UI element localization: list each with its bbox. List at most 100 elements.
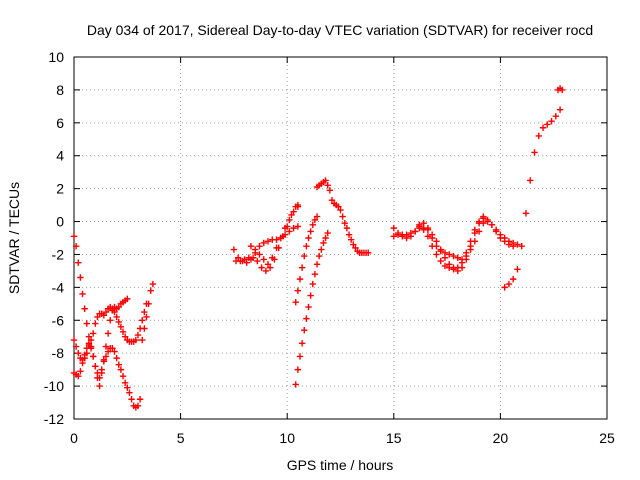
series-11: [390, 218, 517, 263]
data-point: [424, 224, 432, 232]
data-point: [258, 264, 265, 271]
data-point: [303, 315, 310, 322]
data-point: [147, 287, 154, 294]
data-point: [85, 333, 93, 340]
series-1: [70, 233, 157, 411]
data-point: [501, 284, 508, 291]
data-point: [107, 317, 114, 324]
data-point: [117, 323, 125, 331]
data-point: [437, 257, 444, 265]
data-point: [352, 244, 359, 252]
data-point: [313, 213, 321, 220]
data-point: [420, 226, 427, 233]
data-point: [307, 228, 314, 235]
data-point: [269, 254, 276, 261]
data-point: [262, 267, 270, 275]
data-point: [81, 354, 88, 362]
data-point: [117, 366, 125, 373]
data-point: [72, 243, 80, 250]
data-point: [535, 132, 542, 140]
data-point: [124, 384, 131, 391]
x-tick-label: 0: [70, 430, 78, 446]
data-point: [488, 221, 496, 229]
data-point: [72, 343, 80, 350]
y-tick-label: 6: [56, 115, 64, 131]
y-tick-label: 0: [56, 214, 64, 230]
data-point: [119, 328, 127, 335]
data-point: [303, 243, 310, 250]
data-point: [514, 241, 521, 248]
data-point: [143, 313, 150, 321]
data-point: [260, 239, 267, 247]
data-point: [343, 224, 351, 232]
data-point: [309, 221, 316, 229]
data-point: [446, 251, 453, 258]
data-point: [294, 366, 302, 373]
data-point: [83, 320, 90, 327]
data-point: [85, 341, 93, 349]
data-point: [139, 317, 146, 324]
data-point: [102, 343, 110, 350]
y-tick-label: 4: [56, 148, 64, 164]
grid-lines: [74, 57, 607, 419]
data-point: [141, 308, 148, 316]
data-point: [350, 241, 357, 248]
data-point: [149, 280, 157, 288]
y-tick-label: -10: [44, 378, 64, 394]
series-13: [501, 106, 564, 291]
data-point: [298, 340, 306, 347]
data-point: [79, 290, 86, 298]
data-point: [437, 247, 444, 255]
data-point: [136, 325, 144, 332]
x-tick-label: 5: [177, 430, 185, 446]
data-point: [315, 252, 323, 260]
data-point: [548, 117, 555, 125]
data-point: [475, 218, 483, 225]
data-point: [552, 113, 560, 120]
data-point: [326, 187, 334, 194]
data-point: [249, 254, 257, 261]
data-point: [294, 287, 302, 294]
x-tick-label: 25: [599, 430, 615, 446]
data-point: [475, 228, 483, 235]
series-2: [70, 295, 131, 390]
data-point: [424, 233, 432, 240]
data-point: [411, 228, 419, 235]
x-tick-label: 10: [279, 430, 295, 446]
data-point: [301, 326, 308, 334]
data-point: [467, 238, 474, 245]
series-12: [416, 213, 487, 273]
data-point: [407, 233, 415, 240]
data-point: [139, 336, 146, 344]
data-point: [121, 379, 129, 386]
data-point: [522, 210, 530, 217]
data-point: [463, 249, 470, 257]
axis-ticks: 0 5 10 15 20 25 -12 -10 -8 -6 -4 -2 0 2 4 6 8 10: [44, 49, 615, 446]
data-point: [75, 373, 82, 380]
data-point: [309, 280, 316, 288]
data-point: [290, 208, 297, 215]
data-point: [556, 106, 564, 113]
data-point: [104, 348, 112, 355]
data-point: [70, 233, 78, 240]
series-9: [313, 177, 372, 257]
data-point: [124, 295, 131, 303]
data-point: [87, 336, 95, 344]
data-point: [288, 211, 295, 219]
data-point: [77, 368, 84, 375]
y-tick-label: -12: [44, 411, 64, 427]
data-point: [111, 348, 118, 355]
data-point: [119, 373, 127, 380]
data-point: [102, 308, 110, 316]
y-tick-label: -6: [52, 312, 65, 328]
series-14: [554, 85, 566, 94]
data-point: [96, 382, 103, 390]
data-point: [115, 303, 122, 311]
data-point: [416, 221, 423, 229]
data-point: [94, 374, 101, 382]
data-point: [115, 318, 122, 326]
data-point: [420, 219, 427, 227]
data-point: [301, 252, 308, 260]
data-point: [115, 361, 122, 368]
data-point: [492, 226, 500, 233]
